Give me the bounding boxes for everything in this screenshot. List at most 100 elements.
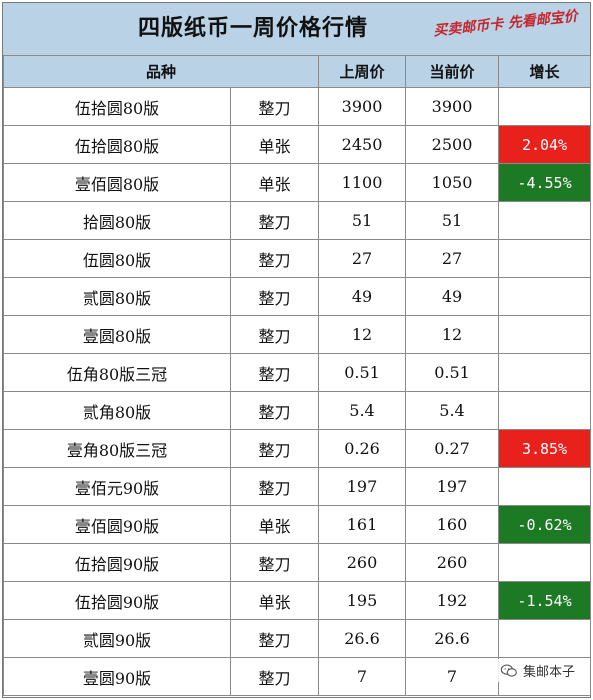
cell-variety-name: 壹佰元90版	[3, 467, 231, 506]
cell-unit: 整刀	[229, 657, 320, 696]
cell-unit: 整刀	[229, 467, 320, 506]
cell-last-week-price: 0.51	[318, 353, 407, 392]
cell-last-week-price: 49	[318, 277, 407, 316]
cell-growth	[498, 239, 592, 278]
cell-last-week-price: 195	[318, 581, 407, 620]
table-row: 伍拾圆90版 整刀 260 260	[3, 543, 592, 582]
cell-current-price: 197	[405, 467, 500, 506]
cell-current-price: 192	[405, 581, 500, 620]
cell-variety-name: 伍拾圆90版	[3, 581, 231, 620]
wechat-icon	[500, 663, 517, 677]
table-row: 伍拾圆80版 单张 2450 2500 2.04%	[3, 125, 592, 164]
cell-variety-name: 伍拾圆80版	[3, 87, 231, 126]
cell-variety-name: 拾圆80版	[3, 201, 231, 240]
cell-variety-name: 贰圆90版	[3, 619, 231, 658]
cell-last-week-price: 27	[318, 239, 407, 278]
cell-last-week-price: 197	[318, 467, 407, 506]
cell-last-week-price: 51	[318, 201, 407, 240]
cell-growth	[498, 391, 592, 430]
cell-growth	[498, 619, 592, 658]
cell-current-price: 2500	[405, 125, 500, 164]
table-row: 伍圆80版 整刀 27 27	[3, 239, 592, 278]
cell-unit: 整刀	[229, 201, 320, 240]
cell-variety-name: 伍圆80版	[3, 239, 231, 278]
cell-unit: 整刀	[229, 315, 320, 354]
cell-current-price: 5.4	[405, 391, 500, 430]
table-row: 伍拾圆90版 单张 195 192 -1.54%	[3, 581, 592, 620]
cell-last-week-price: 0.26	[318, 429, 407, 468]
cell-growth	[498, 201, 592, 240]
cell-growth	[498, 543, 592, 582]
cell-variety-name: 伍拾圆90版	[3, 543, 231, 582]
cell-last-week-price: 260	[318, 543, 407, 582]
table-row: 壹角80版三冠 整刀 0.26 0.27 3.85%	[3, 429, 592, 468]
cell-unit: 整刀	[229, 277, 320, 316]
cell-last-week-price: 1100	[318, 163, 407, 202]
title-bar: 四版纸币一周价格行情 买卖邮币卡 先看邮宝价	[3, 3, 590, 56]
cell-current-price: 27	[405, 239, 500, 278]
cell-variety-name: 伍角80版三冠	[3, 353, 231, 392]
cell-growth	[498, 87, 592, 126]
page-title: 四版纸币一周价格行情	[137, 16, 368, 41]
cell-unit: 整刀	[229, 391, 320, 430]
cell-variety-name: 壹圆90版	[3, 657, 231, 696]
cell-current-price: 1050	[405, 163, 500, 202]
cell-current-price: 260	[405, 543, 500, 582]
cell-unit: 整刀	[229, 353, 320, 392]
cell-current-price: 0.51	[405, 353, 500, 392]
cell-current-price: 26.6	[405, 619, 500, 658]
cell-growth	[498, 315, 592, 354]
cell-unit: 单张	[229, 581, 320, 620]
cell-variety-name: 壹角80版三冠	[3, 429, 231, 468]
header-growth: 增长	[498, 55, 592, 88]
watermark: 集邮本子	[495, 659, 579, 682]
cell-current-price: 3900	[405, 87, 500, 126]
cell-unit: 单张	[229, 505, 320, 544]
cell-growth	[498, 353, 592, 392]
table-row: 拾圆80版 整刀 51 51	[3, 201, 592, 240]
table-row: 壹圆80版 整刀 12 12	[3, 315, 592, 354]
table-row: 伍角80版三冠 整刀 0.51 0.51	[3, 353, 592, 392]
cell-variety-name: 贰角80版	[3, 391, 231, 430]
table-row: 贰角80版 整刀 5.4 5.4	[3, 391, 592, 430]
cell-last-week-price: 26.6	[318, 619, 407, 658]
cell-unit: 整刀	[229, 87, 320, 126]
cell-current-price: 160	[405, 505, 500, 544]
cell-last-week-price: 12	[318, 315, 407, 354]
cell-current-price: 51	[405, 201, 500, 240]
cell-last-week-price: 7	[318, 657, 407, 696]
table-row: 贰圆80版 整刀 49 49	[3, 277, 592, 316]
table-row: 壹佰圆80版 单张 1100 1050 -4.55%	[3, 163, 592, 202]
cell-last-week-price: 5.4	[318, 391, 407, 430]
cell-variety-name: 壹佰圆90版	[3, 505, 231, 544]
cell-unit: 整刀	[229, 619, 320, 658]
table-row: 贰圆90版 整刀 26.6 26.6	[3, 619, 592, 658]
cell-growth	[498, 467, 592, 506]
cell-growth: 3.85%	[498, 429, 592, 468]
header-current: 当前价	[405, 55, 500, 88]
header-variety: 品种	[2, 55, 320, 88]
cell-current-price: 12	[405, 315, 500, 354]
cell-current-price: 7	[405, 657, 500, 696]
table-row: 伍拾圆80版 整刀 3900 3900	[3, 87, 592, 126]
cell-last-week-price: 161	[318, 505, 407, 544]
cell-last-week-price: 2450	[318, 125, 407, 164]
cell-unit: 单张	[229, 125, 320, 164]
cell-unit: 整刀	[229, 429, 320, 468]
cell-unit: 单张	[229, 163, 320, 202]
header-last-week: 上周价	[318, 55, 407, 88]
watermark-label: 集邮本子	[522, 665, 575, 680]
cell-unit: 整刀	[229, 239, 320, 278]
cell-variety-name: 壹佰圆80版	[3, 163, 231, 202]
cell-last-week-price: 3900	[318, 87, 407, 126]
cell-growth	[498, 277, 592, 316]
cell-growth: 2.04%	[498, 125, 592, 164]
cell-growth: -0.62%	[498, 505, 592, 544]
cell-unit: 整刀	[229, 543, 320, 582]
price-table: 品种 上周价 当前价 增长 伍拾圆80版 整刀 3900 3900 伍拾圆80版 单张 24…	[2, 55, 592, 696]
cell-current-price: 0.27	[405, 429, 500, 468]
cell-growth: -4.55%	[498, 163, 592, 202]
cell-current-price: 49	[405, 277, 500, 316]
cell-variety-name: 贰圆80版	[3, 277, 231, 316]
table-row: 壹佰圆90版 单张 161 160 -0.62%	[3, 505, 592, 544]
